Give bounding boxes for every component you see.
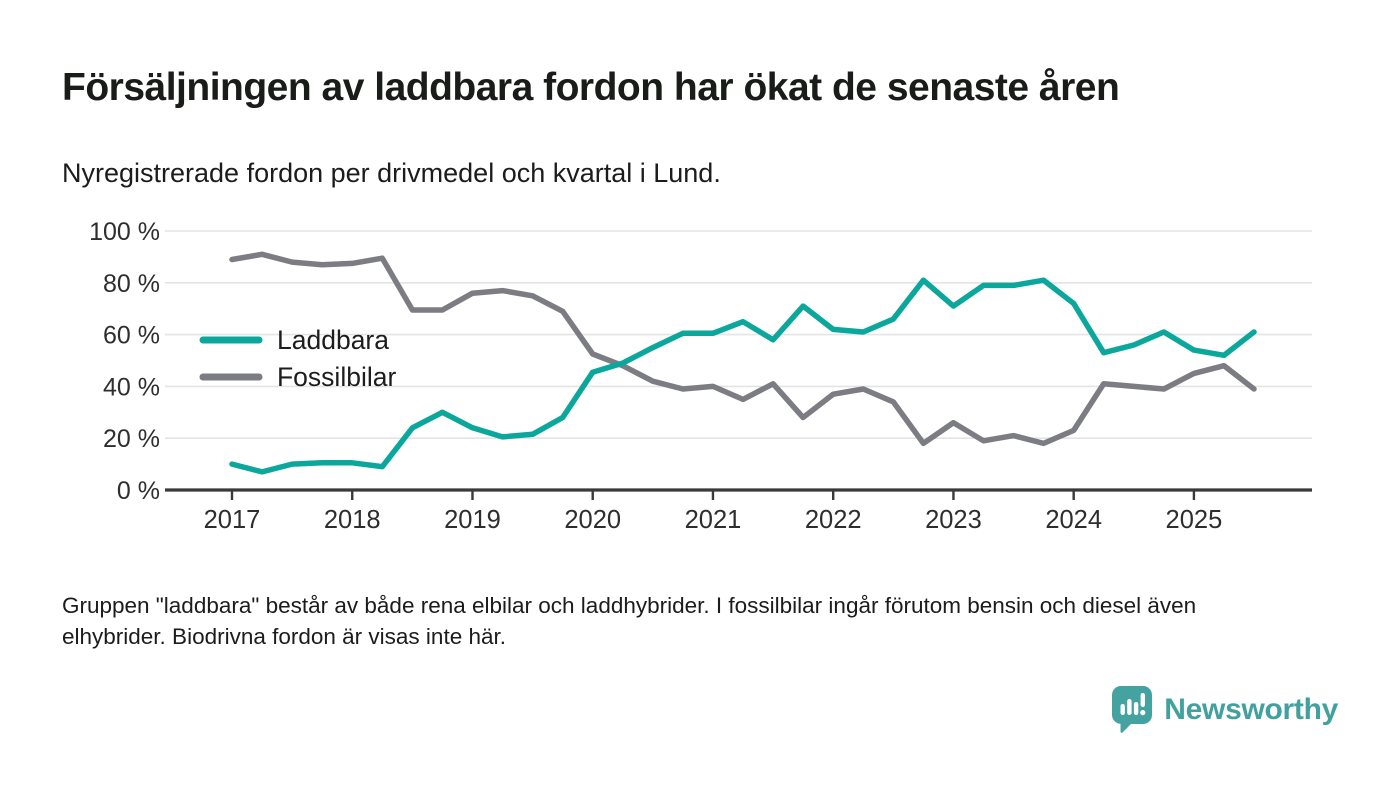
- y-axis-label: 0 %: [117, 477, 160, 505]
- x-axis-label: 2018: [324, 506, 381, 534]
- x-axis-label: 2023: [925, 506, 982, 534]
- x-axis-label: 2017: [204, 506, 261, 534]
- footnote: Gruppen "laddbara" består av både rena e…: [62, 593, 1197, 650]
- y-axis-label: 80 %: [103, 270, 160, 298]
- y-axis-label: 20 %: [103, 425, 160, 453]
- line-chart: 0 % 20 % 40 % 60 % 80 % 100 % 2017 2018 2019 2020…: [0, 210, 1400, 560]
- laddbara-line: [229, 277, 1257, 475]
- legend-label-fossilbilar: Fossilbilar: [277, 362, 396, 392]
- newsworthy-logo: Newsworthy: [1112, 686, 1338, 733]
- x-axis-label: 2020: [564, 506, 621, 534]
- bar-chart-speech-bubble-icon: [1112, 686, 1153, 733]
- page-title: Försäljningen av laddbara fordon har öka…: [62, 66, 1120, 109]
- x-axis-label: 2022: [805, 506, 862, 534]
- y-axis-label: 40 %: [103, 373, 160, 401]
- x-axis-label: 2024: [1045, 506, 1102, 534]
- logo-text: Newsworthy: [1164, 692, 1338, 726]
- chart-canvas: 0 % 20 % 40 % 60 % 80 % 100 % 2017 2018 2019 2020…: [89, 218, 1312, 534]
- x-axis-label: 2019: [444, 506, 501, 534]
- y-axis-label: 60 %: [103, 322, 160, 350]
- chart-subtitle: Nyregistrerade fordon per drivmedel och …: [62, 158, 721, 188]
- legend-label-laddbara: Laddbara: [277, 325, 389, 355]
- x-axis-label: 2021: [685, 506, 742, 534]
- fossilbilar-line: [229, 251, 1257, 447]
- y-axis-label: 100 %: [89, 218, 160, 246]
- x-axis-label: 2025: [1166, 506, 1223, 534]
